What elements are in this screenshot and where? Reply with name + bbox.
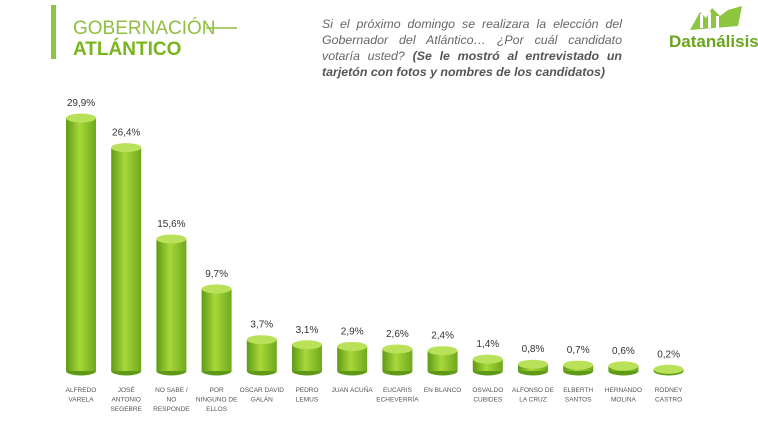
x-tick-label: ALFONSO DE [512,387,555,394]
x-tick-label: NO SABE / [155,387,188,394]
bar [156,234,187,376]
bar-body [66,118,96,371]
value-label: 0,8% [522,344,545,355]
bar-top [563,360,594,370]
x-tick-label: EUCARIS [383,387,413,394]
bar-top [292,340,322,350]
bar-body [382,349,413,371]
bar-top [201,284,232,294]
bar-top [653,364,684,374]
bar-top [427,346,458,356]
x-tick-label: OSCAR DAVID [240,387,285,394]
x-tick-label: EN BLANCO [424,387,462,394]
question: Si el próximo domingo se realizara la el… [322,16,622,80]
value-label: 15,6% [157,219,185,230]
accent-bar [51,5,56,59]
bar [653,364,684,376]
logo-icon [690,6,742,30]
bar-body [246,339,277,371]
x-tick-label: CUBIDES [473,397,503,404]
value-label: 2,9% [341,326,364,337]
x-tick-label: JOSÉ [118,385,136,394]
value-label: 9,7% [205,269,228,280]
x-tick-label: NO [167,397,177,404]
bar-top [111,143,142,153]
x-tick-label: MOLINA [611,397,637,404]
x-tick-label: SEGEBRE [110,406,142,413]
value-label: 1,4% [476,339,499,350]
x-tick-label: GALÁN [251,395,273,404]
bar-body [427,350,458,371]
bar [66,113,96,376]
bar [472,354,503,376]
bar [518,359,548,376]
x-tick-label: OSVALDO [472,387,503,394]
x-tick-label: JUAN ACUÑA [332,385,374,394]
title: GOBERNACIÓN [73,17,216,39]
bar [246,335,277,376]
x-tick-label: RODNEY [655,387,683,394]
bar [563,360,594,376]
logo: Datanálisis [669,32,758,51]
value-label: 3,7% [250,320,273,331]
bar-top [66,113,96,123]
value-label: 26,4% [112,128,140,139]
bar [608,361,639,376]
bar [111,143,142,376]
subtitle: ATLÁNTICO [73,38,181,60]
question-text: Si el próximo domingo se realizara la el… [322,17,622,63]
x-tick-label: LEMUS [296,397,319,404]
bar-top [608,361,639,371]
x-tick-label: PEDRO [295,387,318,394]
value-label: 0,2% [657,349,680,360]
x-tick-label: POR [210,387,224,394]
x-tick-label: ELBERTH [563,387,593,394]
bar-body [156,239,187,371]
value-label: 2,4% [431,331,454,342]
bar-top [337,341,368,351]
x-tick-label: CASTRO [655,397,682,404]
question-note: (Se le mostró al entrevistado un tarjetó… [322,49,622,79]
bar-top [472,354,503,364]
bar-body [111,147,142,371]
bar-top [246,335,277,345]
value-label: 2,6% [386,329,409,340]
bar [382,344,413,376]
x-tick-label: ALFREDO [66,387,97,394]
bar-top [156,234,187,244]
bar-body [472,359,503,371]
value-label: 0,6% [612,346,635,357]
x-tick-label: LA CRUZ [519,397,546,404]
bar [427,346,458,376]
x-tick-label: SANTOS [565,397,592,404]
x-tick-label: ECHEVERRÍA [376,395,419,404]
bar [337,341,368,376]
value-label: 29,9% [67,98,95,109]
value-label: 0,7% [567,345,590,356]
bar [292,340,322,376]
bar-top [518,359,548,369]
bar [201,284,232,376]
bar-top [382,344,413,354]
x-tick-label: ANTONIO [111,397,141,404]
x-tick-label: ELLOS [206,406,228,413]
x-tick-label: HERNANDO [605,387,642,394]
x-tick-label: NINGUNO DE [196,397,238,404]
value-label: 3,1% [296,325,319,336]
x-tick-label: RESPONDE [153,406,190,413]
x-tick-label: VARELA [68,397,94,404]
bar-body [201,288,232,371]
